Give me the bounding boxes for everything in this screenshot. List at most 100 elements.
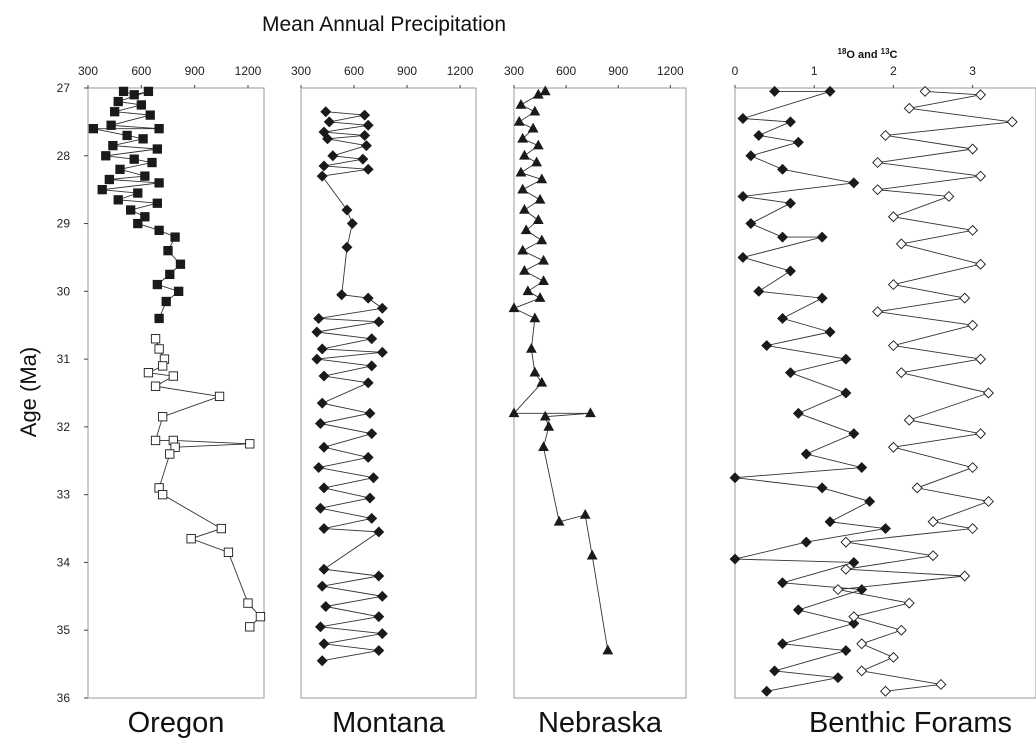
- data-point: [887, 279, 899, 291]
- data-point: [174, 286, 184, 296]
- data-point: [553, 515, 565, 526]
- x-tick-label: 1200: [235, 64, 262, 78]
- data-point: [800, 448, 812, 460]
- data-point: [376, 628, 388, 640]
- data-point: [848, 556, 860, 568]
- data-point: [520, 224, 532, 235]
- data-point: [816, 231, 828, 243]
- data-point: [158, 490, 168, 500]
- x-tick-label: 300: [78, 64, 98, 78]
- data-point: [586, 549, 598, 560]
- data-point: [943, 190, 955, 202]
- data-point: [368, 472, 379, 484]
- data-point: [517, 132, 529, 143]
- data-point: [927, 516, 939, 528]
- x-tick-label: 600: [556, 64, 576, 78]
- data-point: [967, 319, 979, 331]
- data-point: [816, 292, 828, 304]
- data-point: [585, 407, 596, 418]
- data-point: [539, 410, 551, 421]
- series-line: [93, 90, 182, 319]
- data-point: [145, 110, 155, 120]
- y-tick-label: 28: [57, 149, 71, 163]
- panel-frame: [513, 87, 687, 699]
- data-point: [327, 150, 339, 162]
- x-tick-label: 900: [608, 64, 628, 78]
- y-tick-label: 31: [57, 352, 71, 366]
- data-point: [967, 143, 979, 155]
- panel-oregon: 300 600 900 1200 27 28 29 30 31 32 33 34 35 36 Oregon: [57, 64, 266, 738]
- x-tick-label: 600: [344, 64, 364, 78]
- data-point: [784, 116, 796, 128]
- series-13c: [832, 85, 1018, 697]
- series-values: [143, 334, 266, 632]
- data-point: [515, 166, 527, 177]
- data-point: [322, 133, 333, 145]
- data-point: [122, 130, 132, 141]
- data-point: [366, 512, 378, 524]
- data-point: [864, 495, 876, 507]
- data-point: [983, 387, 994, 399]
- data-point: [129, 90, 139, 100]
- data-point: [529, 312, 541, 323]
- data-point: [531, 156, 542, 167]
- data-point: [967, 224, 979, 236]
- data-point: [895, 367, 907, 379]
- data-point: [927, 550, 939, 562]
- data-point: [364, 407, 376, 419]
- data-point: [761, 340, 773, 352]
- data-point: [364, 492, 376, 504]
- panel-label: Nebraska: [538, 707, 663, 738]
- data-point: [154, 225, 164, 235]
- data-point: [522, 285, 534, 296]
- data-point: [840, 645, 852, 657]
- data-point: [101, 151, 111, 161]
- data-point: [527, 122, 539, 133]
- data-point: [115, 164, 125, 174]
- data-point: [975, 428, 987, 440]
- data-point: [824, 516, 836, 528]
- y-tick-label: 35: [57, 623, 71, 637]
- data-point: [880, 523, 891, 535]
- x-tick-label: 900: [397, 64, 417, 78]
- data-point: [777, 231, 788, 243]
- panel-label: Montana: [332, 707, 446, 738]
- data-point: [366, 360, 378, 372]
- data-point: [519, 204, 530, 214]
- data-point: [126, 205, 136, 215]
- data-point: [362, 163, 374, 175]
- data-point: [163, 246, 173, 256]
- data-point: [129, 154, 139, 164]
- series-values: [88, 86, 186, 324]
- data-point: [110, 107, 120, 117]
- data-point: [313, 462, 325, 474]
- data-point: [967, 523, 979, 535]
- data-point: [777, 312, 788, 324]
- data-point: [154, 124, 164, 134]
- panel-frame: [734, 87, 1036, 699]
- data-point: [316, 170, 328, 182]
- data-point: [152, 198, 162, 208]
- data-point: [975, 170, 987, 182]
- data-point: [534, 292, 546, 302]
- data-point: [602, 644, 614, 655]
- data-point: [816, 482, 828, 494]
- data-point: [366, 333, 378, 345]
- panel-montana: 300 600 900 1200 Montana: [291, 64, 477, 738]
- data-point: [895, 624, 907, 636]
- data-point: [316, 580, 328, 592]
- series-18o: [729, 85, 891, 697]
- panel-label: Benthic Forams: [809, 707, 1012, 738]
- data-point: [792, 604, 804, 616]
- data-point: [341, 204, 353, 216]
- data-point: [975, 258, 987, 270]
- panel-frame: [300, 87, 477, 699]
- data-point: [872, 157, 884, 169]
- data-point: [824, 85, 836, 97]
- data-point: [824, 326, 836, 338]
- panel-subtitle: 18O and 13C: [838, 47, 898, 61]
- y-tick-label: 32: [57, 420, 71, 434]
- data-point: [792, 136, 804, 148]
- panel-label: Oregon: [128, 707, 225, 738]
- data-point: [832, 672, 844, 684]
